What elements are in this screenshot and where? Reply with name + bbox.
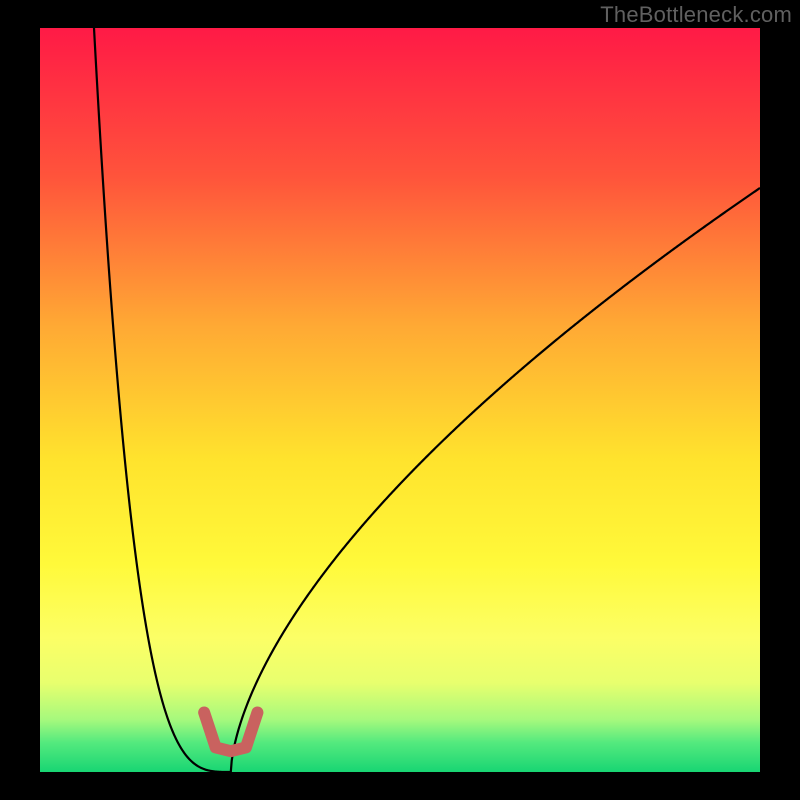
- bottleneck-plot: [0, 0, 800, 800]
- watermark-text: TheBottleneck.com: [600, 2, 792, 28]
- plot-background-gradient: [40, 28, 760, 772]
- chart-stage: TheBottleneck.com: [0, 0, 800, 800]
